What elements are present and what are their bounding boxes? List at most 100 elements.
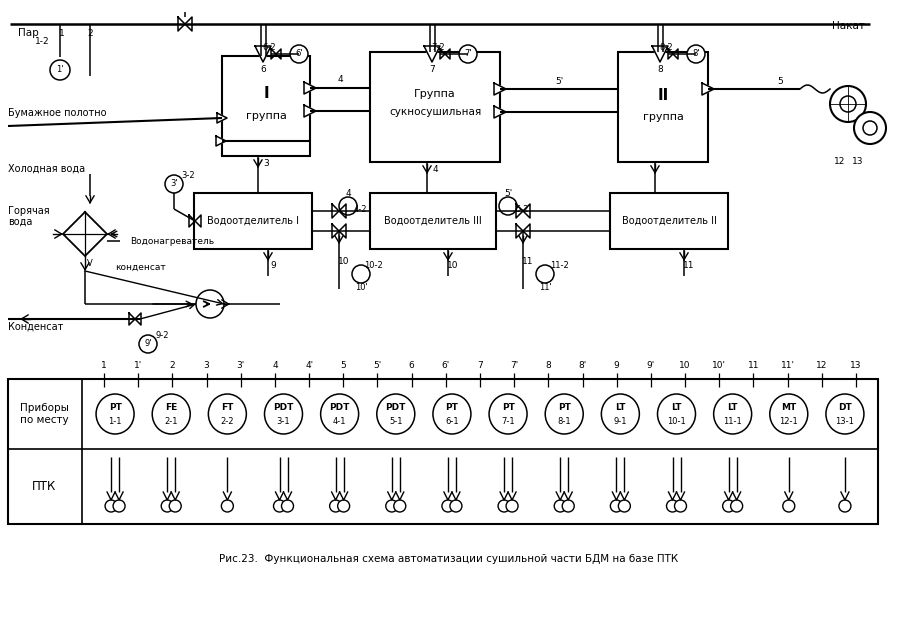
Ellipse shape bbox=[264, 394, 302, 434]
Text: 8: 8 bbox=[657, 64, 663, 74]
Text: 1: 1 bbox=[59, 29, 65, 39]
Ellipse shape bbox=[657, 394, 696, 434]
Circle shape bbox=[105, 500, 117, 512]
Polygon shape bbox=[216, 136, 226, 146]
Text: 2: 2 bbox=[170, 361, 175, 371]
Ellipse shape bbox=[152, 394, 191, 434]
Text: II: II bbox=[657, 87, 669, 102]
Text: PT: PT bbox=[109, 404, 121, 412]
Circle shape bbox=[554, 500, 566, 512]
Text: Группа: Группа bbox=[414, 89, 456, 99]
Text: Накат: Накат bbox=[832, 21, 865, 31]
Circle shape bbox=[666, 500, 679, 512]
Text: 5-1: 5-1 bbox=[389, 416, 403, 426]
Polygon shape bbox=[494, 106, 506, 118]
Polygon shape bbox=[424, 46, 440, 62]
Text: группа: группа bbox=[643, 112, 683, 122]
Circle shape bbox=[50, 60, 70, 80]
Text: 3: 3 bbox=[263, 160, 269, 168]
Circle shape bbox=[498, 500, 510, 512]
Text: 6-2: 6-2 bbox=[263, 42, 276, 52]
Text: 4: 4 bbox=[272, 361, 278, 371]
Text: 5': 5' bbox=[503, 190, 512, 198]
Text: PT: PT bbox=[502, 404, 514, 412]
Circle shape bbox=[394, 500, 405, 512]
Circle shape bbox=[281, 500, 293, 512]
Ellipse shape bbox=[321, 394, 359, 434]
Text: 7-1: 7-1 bbox=[502, 416, 515, 426]
Ellipse shape bbox=[433, 394, 471, 434]
Text: 12-1: 12-1 bbox=[779, 416, 798, 426]
Text: 4-2: 4-2 bbox=[353, 205, 367, 215]
Polygon shape bbox=[63, 212, 107, 256]
Circle shape bbox=[854, 112, 886, 144]
Text: 10: 10 bbox=[680, 361, 690, 371]
Text: PDT: PDT bbox=[273, 404, 294, 412]
Text: 6': 6' bbox=[295, 49, 303, 59]
Ellipse shape bbox=[489, 394, 527, 434]
Text: 12: 12 bbox=[834, 157, 846, 165]
Text: 10-2: 10-2 bbox=[363, 261, 382, 270]
Bar bbox=[222, 56, 310, 156]
Ellipse shape bbox=[714, 394, 752, 434]
Circle shape bbox=[723, 500, 734, 512]
Text: 3: 3 bbox=[204, 361, 209, 371]
Text: 7: 7 bbox=[477, 361, 483, 371]
Circle shape bbox=[731, 500, 743, 512]
Text: 10: 10 bbox=[338, 258, 350, 266]
Text: 7-2: 7-2 bbox=[432, 42, 445, 52]
Text: 5': 5' bbox=[555, 77, 563, 85]
Text: Водоотделитель II: Водоотделитель II bbox=[621, 216, 717, 226]
Text: 13-1: 13-1 bbox=[835, 416, 854, 426]
Text: 1-2: 1-2 bbox=[35, 36, 49, 46]
Text: 2: 2 bbox=[87, 29, 93, 37]
Circle shape bbox=[339, 197, 357, 215]
Text: PDT: PDT bbox=[386, 404, 406, 412]
Text: 11: 11 bbox=[522, 258, 534, 266]
Circle shape bbox=[450, 500, 462, 512]
Text: 4': 4' bbox=[305, 361, 313, 371]
Text: 13: 13 bbox=[850, 361, 861, 371]
Circle shape bbox=[506, 500, 518, 512]
Text: Приборы
по месту: Приборы по месту bbox=[20, 403, 68, 425]
Circle shape bbox=[499, 197, 517, 215]
Text: 8-1: 8-1 bbox=[557, 416, 571, 426]
Circle shape bbox=[783, 500, 795, 512]
Text: Конденсат: Конденсат bbox=[8, 322, 63, 332]
Text: 5': 5' bbox=[373, 361, 381, 371]
Polygon shape bbox=[255, 46, 271, 62]
Text: Водонагреватель: Водонагреватель bbox=[130, 236, 214, 245]
Text: группа: группа bbox=[245, 111, 287, 121]
Text: 9: 9 bbox=[614, 361, 619, 371]
Bar bbox=[618, 52, 708, 162]
Circle shape bbox=[839, 500, 851, 512]
Text: 2-1: 2-1 bbox=[165, 416, 178, 426]
Text: 9: 9 bbox=[270, 261, 276, 270]
Polygon shape bbox=[304, 82, 316, 94]
Circle shape bbox=[442, 500, 454, 512]
Text: 11': 11' bbox=[539, 283, 551, 291]
Text: 3': 3' bbox=[236, 361, 245, 371]
Ellipse shape bbox=[96, 394, 134, 434]
Text: 8-2: 8-2 bbox=[659, 42, 672, 52]
Circle shape bbox=[161, 500, 174, 512]
Text: 11-1: 11-1 bbox=[724, 416, 742, 426]
Text: 10-1: 10-1 bbox=[667, 416, 686, 426]
Circle shape bbox=[562, 500, 574, 512]
Polygon shape bbox=[217, 113, 227, 123]
Text: 4-1: 4-1 bbox=[333, 416, 346, 426]
Text: Бумажное полотно: Бумажное полотно bbox=[8, 108, 106, 118]
Polygon shape bbox=[304, 105, 316, 117]
Circle shape bbox=[290, 45, 308, 63]
Circle shape bbox=[113, 500, 125, 512]
Text: Холодная вода: Холодная вода bbox=[8, 164, 85, 174]
Text: 2-2: 2-2 bbox=[220, 416, 234, 426]
Text: FT: FT bbox=[221, 404, 234, 412]
Ellipse shape bbox=[377, 394, 414, 434]
Circle shape bbox=[619, 500, 630, 512]
Text: 6-1: 6-1 bbox=[445, 416, 458, 426]
Text: сукносушильная: сукносушильная bbox=[389, 107, 481, 117]
Circle shape bbox=[352, 265, 370, 283]
Text: 3': 3' bbox=[170, 180, 178, 188]
Circle shape bbox=[830, 86, 866, 122]
